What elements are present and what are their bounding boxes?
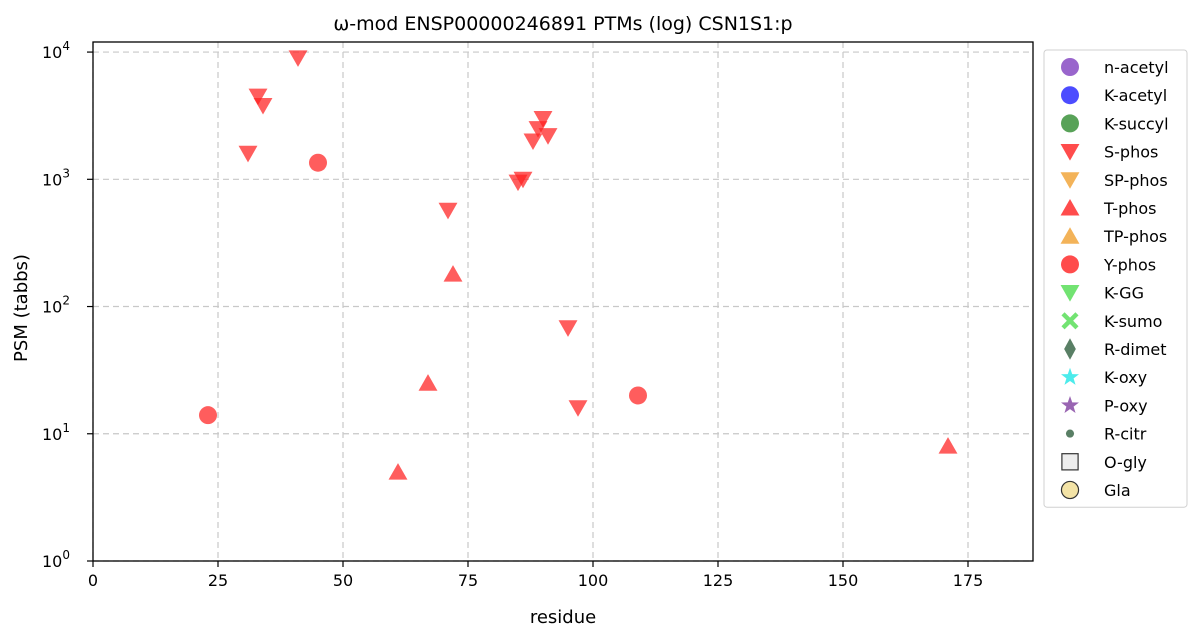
y-tick-label: 102 (42, 294, 70, 317)
legend-label: K-acetyl (1104, 86, 1167, 105)
data-point (199, 406, 217, 425)
legend-marker (1060, 172, 1080, 189)
y-tick-label: 103 (42, 166, 70, 189)
x-tick-label: 100 (578, 571, 609, 590)
legend-marker (1064, 338, 1076, 360)
legend-marker (1061, 255, 1079, 274)
data-point (538, 128, 558, 145)
legend-label: Gla (1104, 481, 1131, 500)
data-point (523, 133, 543, 150)
y-tick-label: 100 (42, 548, 70, 571)
legend-label: Y-phos (1103, 255, 1156, 274)
data-point (558, 320, 578, 337)
x-tick-label: 175 (953, 571, 984, 590)
legend-marker (1061, 312, 1079, 330)
legend-label: K-oxy (1104, 368, 1147, 387)
legend-label: n-acetyl (1104, 58, 1169, 77)
data-point (253, 97, 273, 115)
legend-label: T-phos (1103, 199, 1157, 218)
data-point (418, 374, 438, 391)
legend: n-acetyl K-acetyl K-succyl S-phos SP-phos T-p… (1043, 49, 1188, 508)
legend-marker (1061, 86, 1079, 105)
x-axis-label: residue (530, 607, 596, 628)
data-point (568, 400, 588, 417)
x-tick-label: 0 (88, 571, 98, 590)
y-tick-label: 104 (42, 39, 70, 62)
legend-marker (1061, 453, 1079, 471)
legend-marker (1061, 114, 1079, 133)
legend-marker (1061, 395, 1079, 414)
legend-label: K-GG (1104, 284, 1144, 303)
data-point (533, 111, 553, 128)
plot-frame (92, 41, 1034, 562)
y-axis-label: PSM (tabbs) (11, 254, 32, 362)
legend-label: TP-phos (1103, 227, 1167, 246)
data-point (388, 463, 408, 480)
data-point (309, 153, 327, 172)
chart-title: ω-mod ENSP00000246891 PTMs (log) CSN1S1:… (333, 13, 792, 35)
data-point (438, 202, 458, 220)
legend-label: K-sumo (1104, 312, 1162, 331)
x-tick-label: 75 (458, 571, 478, 590)
legend-label: R-citr (1104, 425, 1147, 444)
legend-marker (1060, 144, 1080, 161)
legend-marker (1060, 480, 1080, 500)
legend-label: S-phos (1104, 143, 1158, 162)
legend-label: P-oxy (1104, 396, 1148, 415)
legend-marker (1060, 199, 1080, 216)
legend-label: K-succyl (1104, 114, 1169, 133)
x-tick-label: 25 (208, 571, 228, 590)
data-point (938, 437, 958, 454)
data-point (513, 171, 533, 189)
x-tick-label: 125 (703, 571, 734, 590)
data-point (443, 265, 463, 282)
axes-layer: 0 25 50 75 100 125 150 175 100 101 102 103 104 (42, 39, 1034, 590)
points-layer (199, 50, 958, 480)
data-point (238, 145, 258, 163)
data-point (248, 88, 268, 106)
data-point (288, 50, 308, 67)
legend-marker (1061, 367, 1079, 385)
legend-label: SP-phos (1104, 171, 1168, 190)
legend-marker (1065, 429, 1075, 438)
legend-marker (1060, 285, 1080, 302)
x-tick-label: 50 (333, 571, 353, 590)
data-point (629, 386, 647, 405)
legend-marker (1061, 58, 1079, 76)
y-tick-label: 101 (42, 421, 70, 444)
x-tick-label: 150 (828, 571, 859, 590)
legend-label: O-gly (1104, 453, 1147, 472)
legend-label: R-dimet (1104, 340, 1167, 359)
legend-box (1043, 49, 1188, 508)
legend-marker (1060, 227, 1080, 244)
